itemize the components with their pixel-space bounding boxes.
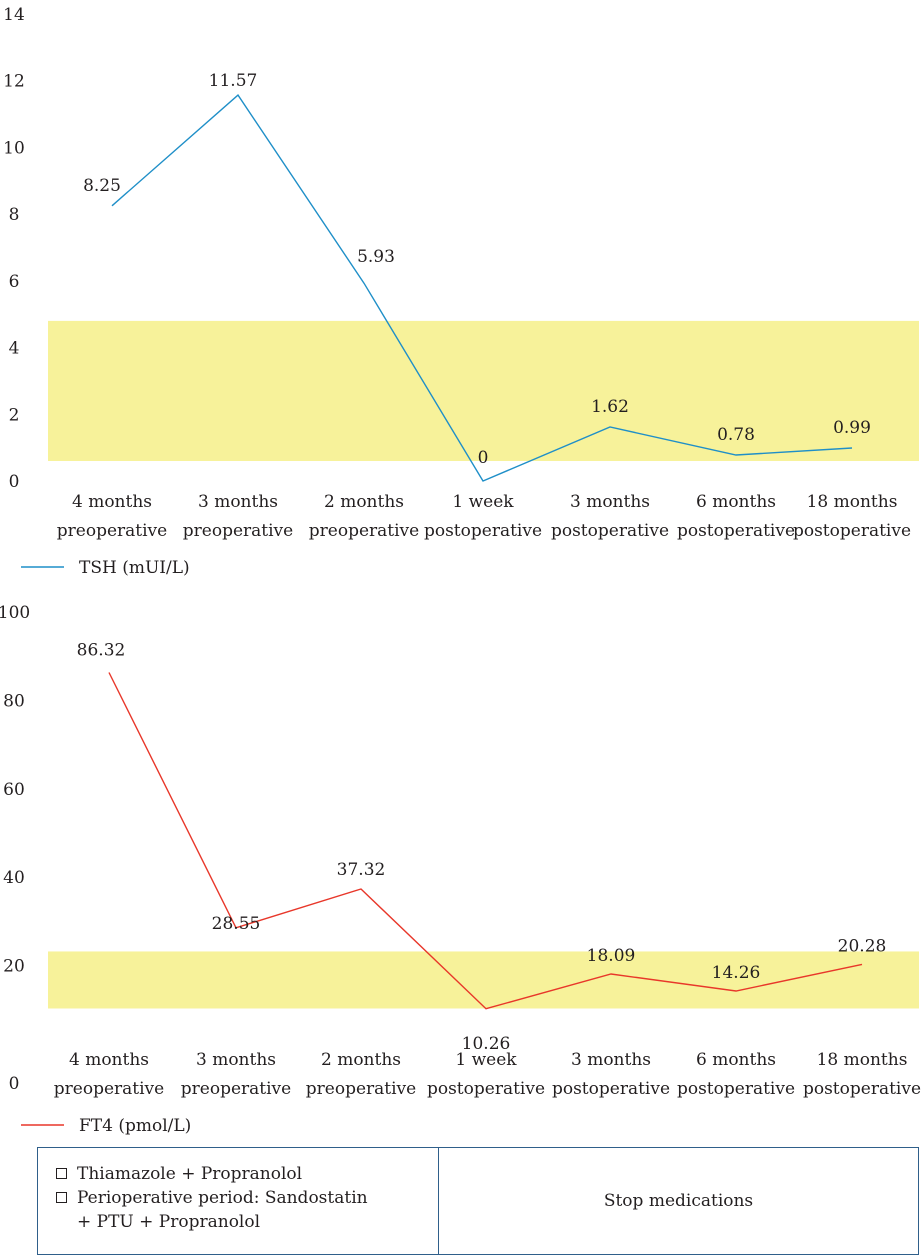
x-tick-label: 6 months postoperative [677,492,795,541]
medication-item: Thiamazole + Propranolol [56,1162,438,1186]
data-label: 5.93 [357,247,395,267]
x-tick-label-line: 3 months [196,1050,276,1070]
x-tick-label-line: 18 months [807,492,898,512]
x-tick-label-line: 18 months [817,1050,908,1070]
x-tick-label-line: preoperative [306,1079,416,1099]
x-tick-label-line: 6 months [696,1050,776,1070]
x-tick-label-line: 1 week [452,492,514,512]
x-tick-label: 3 months preoperative [181,1050,291,1099]
stop-medications-label: Stop medications [603,1191,754,1211]
x-tick-label: 3 months preoperative [183,492,293,541]
y-tick-label: 0 [9,1074,20,1094]
y-tick-label: 100 [0,603,30,623]
x-tick-label-line: preoperative [57,521,167,541]
x-tick-label: 3 months postoperative [551,492,669,541]
medication-item-label: Perioperative period: Sandostatin + PTU … [77,1188,368,1232]
x-tick-label-line: 3 months [571,1050,651,1070]
x-tick-label-line: preoperative [183,521,293,541]
y-tick-label: 20 [3,957,25,977]
data-label: 18.09 [587,946,636,966]
x-tick-label-line: postoperative [793,521,911,541]
x-tick-label: 6 months postoperative [677,1050,795,1099]
y-tick-label: 80 [3,691,25,711]
x-tick-label-line: postoperative [424,521,542,541]
y-tick-label: 60 [3,780,25,800]
data-label: 0.99 [833,418,871,438]
x-tick-label-line: 2 months [324,492,404,512]
x-tick-label-line: 3 months [570,492,650,512]
medication-cell-postoperative: Stop medications [439,1148,918,1254]
data-label: 86.32 [77,640,126,660]
medication-table: Thiamazole + Propranolol Perioperative p… [37,1147,919,1255]
x-tick-label-line: 4 months [72,492,152,512]
x-tick-label: 18 months postoperative [793,492,911,541]
x-tick-label-line: 4 months [69,1050,149,1070]
x-tick-label-line: preoperative [309,521,419,541]
reference-range-band [48,951,919,1009]
data-label: 0 [478,448,489,468]
data-label: 14.26 [712,963,761,983]
medication-cell-preoperative: Thiamazole + Propranolol Perioperative p… [38,1148,439,1254]
x-tick-label-line: postoperative [677,521,795,541]
y-tick-label: 0 [9,472,20,492]
legend-label: TSH (mUI/L) [79,558,190,578]
x-tick-label-line: postoperative [551,521,669,541]
x-tick-label-line: 1 week [455,1050,517,1070]
x-tick-label-line: 3 months [198,492,278,512]
x-tick-label-line: preoperative [54,1079,164,1099]
checkbox-icon [56,1168,67,1179]
data-label: 37.32 [337,860,386,880]
data-label: 28.55 [212,914,261,934]
data-label: 8.25 [83,176,121,196]
medication-item-label: Thiamazole + Propranolol [77,1164,303,1184]
medication-item: Perioperative period: Sandostatin + PTU … [56,1186,438,1234]
data-label: 11.57 [209,71,258,91]
data-label: 1.62 [591,397,629,417]
y-tick-label: 10 [3,138,25,158]
data-label: 10.26 [462,1034,511,1054]
x-tick-label-line: postoperative [677,1079,795,1099]
x-tick-label: 4 months preoperative [54,1050,164,1099]
y-tick-label: 4 [9,339,20,359]
legend-label: FT4 (pmol/L) [79,1116,191,1136]
x-tick-label: 1 week postoperative [424,492,542,541]
data-label: 0.78 [717,425,755,445]
x-tick-label: 2 months preoperative [306,1050,416,1099]
tsh-chart: 0 2 4 6 8 10 12 14 4 months preoperative 3 months p… [3,5,919,578]
y-tick-label: 8 [9,205,20,225]
x-tick-label-line: postoperative [427,1079,545,1099]
x-tick-label: 3 months postoperative [552,1050,670,1099]
checkbox-icon [56,1192,67,1203]
y-tick-label: 2 [9,405,20,425]
y-tick-label: 14 [3,5,25,25]
x-tick-label-line: 2 months [321,1050,401,1070]
reference-range-band [48,320,919,461]
x-tick-label: 2 months preoperative [309,492,419,541]
x-tick-label-line: preoperative [181,1079,291,1099]
y-tick-label: 40 [3,868,25,888]
y-tick-label: 6 [9,272,20,292]
x-tick-label: 18 months postoperative [803,1050,921,1099]
x-tick-label: 1 week postoperative [427,1050,545,1099]
x-tick-label: 4 months preoperative [57,492,167,541]
x-tick-label-line: 6 months [696,492,776,512]
x-tick-label-line: postoperative [803,1079,921,1099]
x-tick-label-line: postoperative [552,1079,670,1099]
y-tick-label: 12 [3,72,25,92]
data-label: 20.28 [838,936,887,956]
